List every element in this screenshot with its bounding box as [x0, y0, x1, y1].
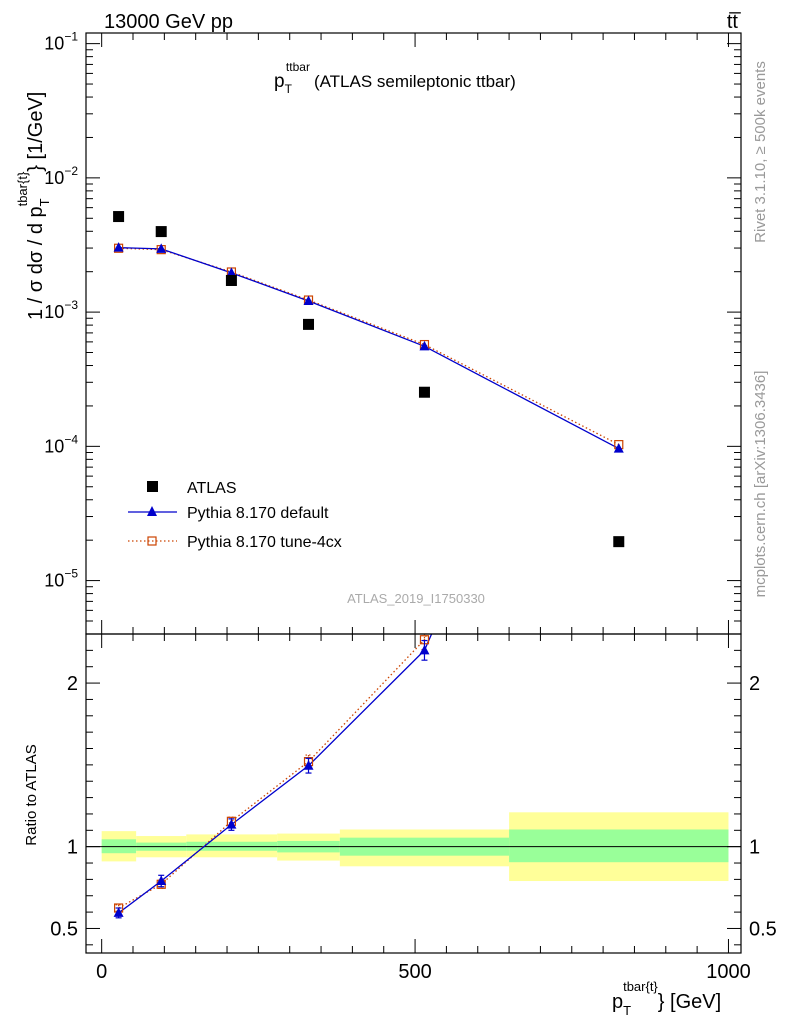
- main-ylabel-sup: tbar{t}: [15, 171, 30, 206]
- xtick-label: 0: [96, 961, 107, 983]
- ratio-ytick-label-left: 2: [67, 673, 78, 695]
- main-point-atlas: [418, 386, 430, 398]
- main-ytick-exp: −1: [64, 30, 78, 44]
- main-point-atlas: [113, 211, 125, 223]
- rivet-label: Rivet 3.1.10, ≥ 500k events: [752, 61, 769, 243]
- legend-marker-default: [147, 506, 157, 516]
- main-ylabel-unit: } [1/GeV]: [25, 92, 47, 172]
- legend-label-atlas: ATLAS: [187, 480, 237, 497]
- ratio-point-default: [156, 875, 167, 886]
- legend-marker-atlas: [147, 481, 158, 492]
- main-ytick-base: 10: [44, 302, 64, 322]
- ratio-ytick-label-right: 0.5: [749, 918, 777, 940]
- ratio-ytick-label-right: 1: [749, 837, 760, 859]
- main-ytick-label: 10−5: [44, 567, 78, 591]
- main-ytick-base: 10: [44, 571, 64, 591]
- ratio-ylabel: Ratio to ATLAS: [23, 744, 40, 845]
- main-title-symbol: p: [274, 71, 285, 92]
- main-point-atlas: [225, 274, 237, 286]
- main-line-default: [118, 247, 620, 450]
- ratio-frame: [85, 633, 742, 954]
- main-point-default: [613, 443, 624, 453]
- xtick-label: 1000: [706, 961, 751, 983]
- ratio-point-tune: [615, 143, 623, 151]
- main-ytick-exp: −2: [64, 164, 78, 178]
- main-ytick-base: 10: [44, 34, 64, 54]
- main-ylabel-text: 1 / σ dσ / d p: [25, 206, 47, 320]
- ratio-point-default: [226, 819, 237, 829]
- main-ytick-label: 10−4: [44, 432, 78, 456]
- main-line-tune: [118, 247, 620, 446]
- main-point-default: [419, 340, 430, 351]
- main-ylabel: 1 / σ dσ / d pTtbar{t}} [1/GeV]: [15, 92, 52, 320]
- legend-label-default: Pythia 8.170 default: [187, 505, 329, 522]
- legend-marker-tune: [147, 536, 157, 546]
- main-ytick-base: 10: [44, 168, 64, 188]
- xlabel: pTtbar{t}} [GeV]: [612, 979, 721, 1018]
- ratio-ytick-label-right: 2: [749, 673, 760, 695]
- ratio-point-default: [113, 907, 124, 917]
- ratio-ytick-label-left: 0.5: [50, 918, 78, 940]
- analysis-watermark: ATLAS_2019_I1750330: [347, 591, 485, 606]
- ratio-band-inner: [509, 829, 729, 863]
- main-frame: [85, 32, 742, 635]
- main-ytick-label: 10−3: [44, 298, 78, 322]
- main-ytick-exp: −3: [64, 298, 78, 312]
- ratio-series: [113, 143, 624, 919]
- main-point-default: [113, 242, 124, 252]
- legend: ATLAS Pythia 8.170 default Pythia 8.170 …: [128, 480, 342, 551]
- mcplots-label: mcplots.cern.ch [arXiv:1306.3436]: [752, 371, 769, 598]
- main-title-sub: T: [285, 82, 293, 96]
- main-ytick-label: 10−2: [44, 164, 78, 188]
- xlabel-sup: tbar{t}: [623, 979, 658, 994]
- xlabel-symbol: p: [612, 991, 623, 1013]
- main-ytick-exp: −5: [64, 567, 78, 581]
- main-point-default: [303, 295, 314, 305]
- legend-label-tune: Pythia 8.170 tune-4cx: [187, 534, 342, 551]
- main-axes: 10−510−410−310−210−1: [44, 30, 741, 635]
- xtick-label: 500: [398, 961, 431, 983]
- energy-label: 13000 GeV pp: [104, 11, 233, 33]
- main-ytick-label: 10−1: [44, 30, 78, 54]
- xlabel-unit: } [GeV]: [658, 991, 721, 1013]
- main-point-default: [226, 267, 237, 277]
- ratio-point-default: [303, 760, 314, 770]
- xlabel-sub: T: [623, 1003, 631, 1018]
- main-ytick-base: 10: [44, 436, 64, 456]
- ratio-axes: 0.5 0.5 1 1 2 2 0 500 1000: [50, 634, 777, 983]
- main-point-atlas: [303, 318, 315, 330]
- main-title: pTttbar (ATLAS semileptonic ttbar): [274, 60, 516, 96]
- main-title-text: (ATLAS semileptonic ttbar): [314, 72, 516, 91]
- ratio-ytick-label-left: 1: [67, 837, 78, 859]
- ratio-point-default: [419, 644, 430, 655]
- main-point-atlas: [155, 226, 167, 238]
- main-title-sup: ttbar: [286, 60, 310, 74]
- ratio-point-default: [614, 198, 624, 208]
- main-point-atlas: [613, 536, 625, 548]
- ratio-line-tune: [118, 634, 428, 909]
- main-series: [113, 211, 625, 548]
- main-ytick-exp: −4: [64, 432, 78, 446]
- main-ylabel-sub: T: [37, 198, 52, 206]
- ratio-line-default: [118, 634, 433, 914]
- process-label: tt̅: [727, 11, 741, 33]
- main-point-default: [156, 243, 167, 253]
